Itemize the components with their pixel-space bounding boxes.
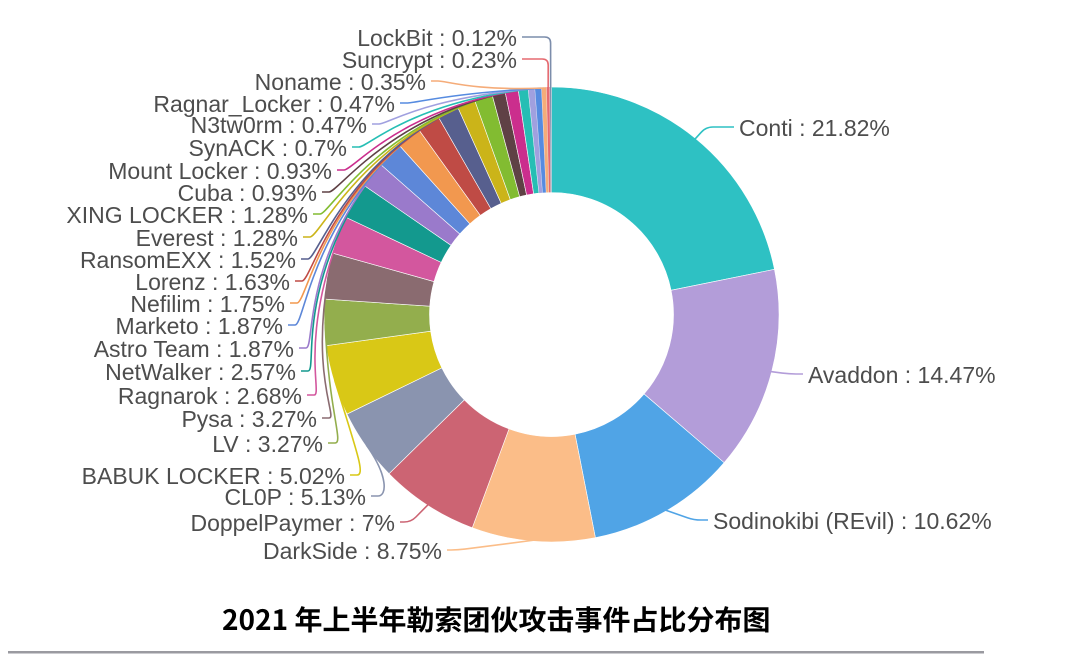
svg-text:Cuba : 0.93%: Cuba : 0.93% [178,180,317,206]
svg-text:Pysa : 3.27%: Pysa : 3.27% [181,406,317,432]
svg-text:Astro Team : 1.87%: Astro Team : 1.87% [94,336,294,362]
svg-text:SynACK : 0.7%: SynACK : 0.7% [188,135,347,161]
svg-text:LockBit : 0.12%: LockBit : 0.12% [357,25,517,51]
svg-text:Lorenz : 1.63%: Lorenz : 1.63% [135,269,290,295]
svg-text:Ragnar_Locker : 0.47%: Ragnar_Locker : 0.47% [153,91,395,117]
svg-text:XING LOCKER : 1.28%: XING LOCKER : 1.28% [66,202,308,228]
svg-text:Noname : 0.35%: Noname : 0.35% [255,69,426,95]
svg-text:Ragnarok : 2.68%: Ragnarok : 2.68% [118,383,302,409]
svg-text:DoppelPaymer : 7%: DoppelPaymer : 7% [190,510,395,536]
svg-text:LV : 3.27%: LV : 3.27% [212,431,323,457]
svg-text:Marketo : 1.87%: Marketo : 1.87% [116,313,283,339]
svg-text:RansomEXX : 1.52%: RansomEXX : 1.52% [80,247,296,273]
svg-text:N3tw0rm : 0.47%: N3tw0rm : 0.47% [191,112,367,138]
svg-text:Mount Locker : 0.93%: Mount Locker : 0.93% [108,158,332,184]
svg-text:DarkSide : 8.75%: DarkSide : 8.75% [263,538,442,564]
svg-text:Nefilim : 1.75%: Nefilim : 1.75% [130,291,285,317]
svg-text:CL0P : 5.13%: CL0P : 5.13% [224,484,366,510]
svg-text:Sodinokibi (REvil) : 10.62%: Sodinokibi (REvil) : 10.62% [713,508,992,534]
svg-text:BABUK LOCKER : 5.02%: BABUK LOCKER : 5.02% [82,463,345,489]
svg-text:Everest : 1.28%: Everest : 1.28% [136,225,298,251]
svg-text:NetWalker : 2.57%: NetWalker : 2.57% [105,359,296,385]
svg-text:Conti : 21.82%: Conti : 21.82% [739,115,890,141]
svg-text:Suncrypt : 0.23%: Suncrypt : 0.23% [342,47,517,73]
svg-text:Avaddon : 14.47%: Avaddon : 14.47% [808,362,996,388]
